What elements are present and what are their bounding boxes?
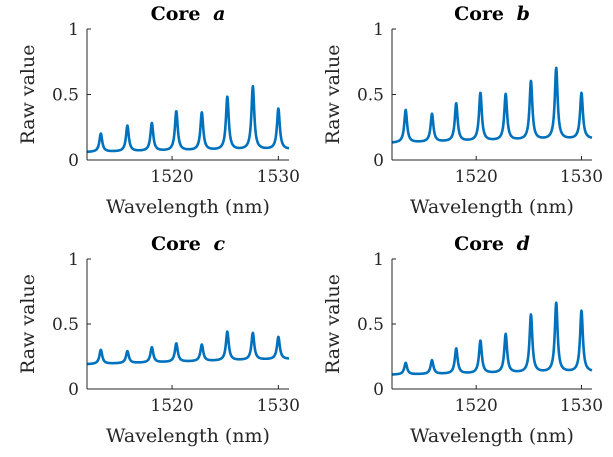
- x-tick-label: 1520: [150, 167, 193, 187]
- y-tick-label: 0.5: [52, 86, 79, 106]
- chart-title-word: Core: [454, 3, 511, 25]
- chart-title-letter: a: [213, 3, 225, 25]
- chart-title-letter: c: [213, 233, 225, 255]
- x-axis-label: Wavelength (nm): [106, 425, 270, 447]
- series-line: [390, 66, 594, 144]
- y-tick-label: 0.5: [52, 315, 79, 335]
- y-tick-label: 1: [68, 20, 79, 40]
- y-tick-label: 0: [68, 380, 79, 400]
- y-tick-label: 0.5: [357, 315, 384, 335]
- x-tick-label: 1520: [150, 396, 193, 416]
- chart-panel-a: 0 0.5 1 1520 1530 Wavelength (nm) Raw value Cor…: [17, 3, 300, 218]
- y-axis-label: Raw value: [17, 274, 39, 374]
- chart-title: Core c: [151, 233, 226, 255]
- x-tick-label: 1530: [560, 167, 603, 187]
- series-line: [85, 84, 291, 154]
- chart-title-letter: b: [517, 3, 530, 25]
- chart-title: Core b: [454, 3, 530, 25]
- y-axis-label: Raw value: [322, 45, 344, 145]
- x-tick-label: 1530: [257, 167, 300, 187]
- x-axis-label: Wavelength (nm): [410, 196, 574, 218]
- chart-title-word: Core: [454, 233, 511, 255]
- x-tick-label: 1530: [560, 396, 603, 416]
- series-line: [390, 301, 594, 376]
- chart-title-letter: d: [517, 233, 530, 255]
- x-axis-label: Wavelength (nm): [410, 425, 574, 447]
- y-tick-label: 0: [68, 151, 79, 171]
- x-tick-label: 1520: [455, 167, 498, 187]
- chart-panel-d: 0 0.5 1 1520 1530 Wavelength (nm) Raw value Cor…: [322, 233, 603, 447]
- x-tick-label: 1520: [455, 396, 498, 416]
- y-axis-label: Raw value: [17, 45, 39, 145]
- x-tick-label: 1530: [257, 396, 300, 416]
- chart-panel-c: 0 0.5 1 1520 1530 Wavelength (nm) Raw value Cor…: [17, 233, 300, 447]
- y-axis-label: Raw value: [322, 274, 344, 374]
- y-tick-label: 0: [373, 151, 384, 171]
- chart-panel-b: 0 0.5 1 1520 1530 Wavelength (nm) Raw value Cor…: [322, 3, 603, 218]
- chart-title: Core d: [454, 233, 530, 255]
- chart-title-word: Core: [151, 3, 208, 25]
- y-tick-label: 0: [373, 380, 384, 400]
- y-tick-label: 1: [68, 250, 79, 270]
- chart-title: Core a: [151, 3, 226, 25]
- chart-title-word: Core: [151, 233, 208, 255]
- y-tick-label: 1: [373, 20, 384, 40]
- series-line: [85, 330, 291, 366]
- y-tick-label: 1: [373, 250, 384, 270]
- x-axis-label: Wavelength (nm): [106, 196, 270, 218]
- y-tick-label: 0.5: [357, 86, 384, 106]
